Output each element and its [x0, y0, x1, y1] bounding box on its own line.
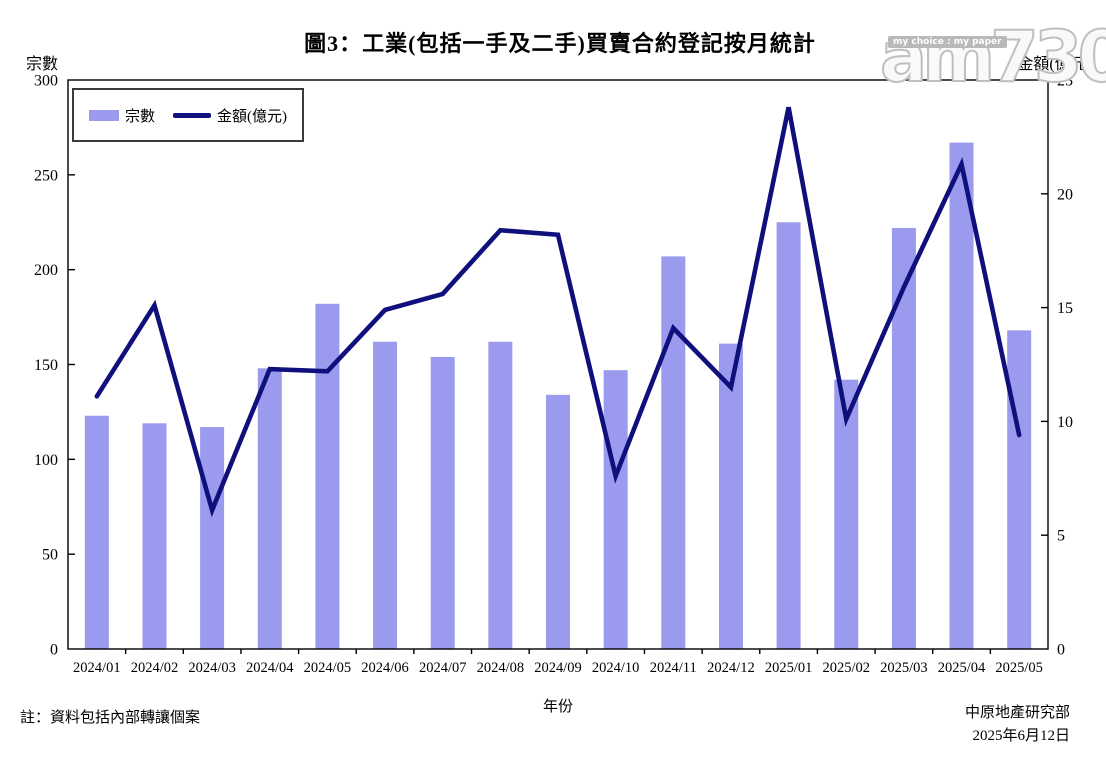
x-axis-label: 2024/04: [246, 660, 294, 676]
bar-2024/03: [200, 427, 225, 649]
legend-bar-swatch: [88, 109, 119, 121]
source-date: 2025年6月12日: [972, 728, 1070, 744]
left-axis-tick-label: 300: [34, 73, 58, 90]
left-axis-tick-label: 0: [50, 642, 58, 659]
x-axis-label: 2024/09: [534, 660, 582, 676]
bar-2024/06: [373, 341, 398, 649]
bar-2024/08: [488, 341, 513, 649]
legend: 宗數 金額(億元): [72, 88, 304, 142]
x-axis-label: 2024/11: [650, 660, 697, 676]
bar-2024/04: [257, 368, 282, 649]
x-axis-label: 2024/06: [361, 660, 409, 676]
x-axis-label: 2024/12: [707, 660, 755, 676]
legend-item-cases: 宗數: [88, 105, 155, 126]
right-axis-tick-label: 20: [1057, 186, 1073, 203]
x-axis-label: 2025/05: [995, 660, 1043, 676]
left-axis-tick-label: 50: [42, 547, 58, 564]
right-axis-unit-label: 金額(億元): [1017, 56, 1092, 73]
x-axis-label: 2025/01: [765, 660, 813, 676]
bar-2024/02: [142, 423, 167, 649]
left-axis-tick-label: 100: [34, 452, 58, 469]
x-axis-label: 2024/03: [188, 660, 236, 676]
chart-title: 圖3：工業(包括一手及二手)買賣合約登記按月統計: [304, 31, 816, 56]
bar-2024/01: [84, 415, 109, 649]
legend-label-cases: 宗數: [124, 108, 155, 125]
left-axis-tick-label: 250: [34, 167, 58, 184]
legend-line-swatch: [173, 112, 211, 118]
bar-2024/07: [430, 356, 455, 649]
right-axis-tick-label: 15: [1057, 300, 1073, 317]
legend-item-amount: 金額(億元): [173, 105, 287, 126]
x-axis-label: 2024/05: [304, 660, 352, 676]
x-axis-label: 2024/01: [73, 660, 121, 676]
amount-line: [94, 106, 1022, 518]
source-block: 中原地產研究部 2025年6月12日: [965, 702, 1070, 748]
left-axis-tick-label: 150: [34, 357, 58, 374]
right-axis-tick-label: 5: [1057, 528, 1065, 545]
bar-2024/11: [661, 256, 686, 649]
x-axis-label: 2024/02: [131, 660, 179, 676]
bar-2025/05: [1007, 330, 1032, 649]
x-axis-label: 2025/02: [822, 660, 870, 676]
x-axis-label: 2025/04: [938, 660, 986, 676]
x-axis-title: 年份: [542, 699, 573, 715]
bar-2025/01: [776, 222, 801, 649]
footnote: 註：資料包括內部轉讓個案: [20, 710, 201, 726]
right-axis-tick-label: 25: [1057, 73, 1073, 90]
left-axis-unit-label: 宗數: [26, 56, 59, 73]
bar-2024/09: [546, 394, 570, 649]
bar-2024/10: [603, 370, 628, 649]
left-axis-tick-label: 200: [34, 262, 58, 279]
right-axis-tick-label: 0: [1057, 642, 1065, 659]
right-axis-tick-label: 10: [1057, 414, 1073, 431]
x-axis-label: 2024/07: [419, 660, 467, 676]
x-axis-label: 2025/03: [880, 660, 928, 676]
x-axis-label: 2024/08: [477, 660, 525, 676]
x-axis-label: 2024/10: [592, 660, 640, 676]
bar-2024/12: [718, 343, 743, 649]
source-org: 中原地產研究部: [964, 705, 1070, 721]
bar-2025/03: [891, 227, 916, 649]
legend-label-amount: 金額(億元): [217, 108, 287, 125]
bar-2025/04: [949, 142, 974, 649]
bar-2024/05: [315, 303, 340, 649]
